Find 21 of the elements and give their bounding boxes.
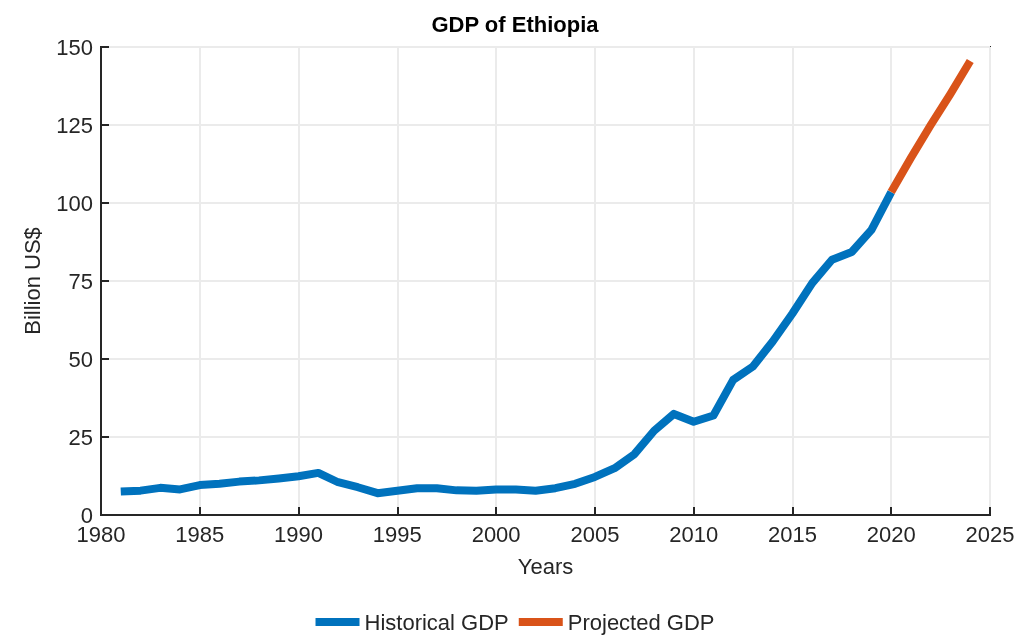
x-tick-label: 1985 <box>175 521 225 547</box>
y-tick-label: 75 <box>68 268 93 294</box>
x-axis-title: Years <box>517 553 574 579</box>
x-tick-label: 2010 <box>669 521 719 547</box>
y-tick-label: 50 <box>68 346 93 372</box>
x-tick-label: 2025 <box>965 521 1015 547</box>
y-tick-label: 100 <box>56 190 93 216</box>
x-tick-label: 2000 <box>471 521 521 547</box>
y-axis-title: Billion US$ <box>19 227 45 335</box>
legend-label: Historical GDP <box>364 609 509 635</box>
y-tick-label: 25 <box>68 424 93 450</box>
x-tick-label: 2005 <box>570 521 620 547</box>
x-tick-label: 2020 <box>866 521 916 547</box>
chart-title: GDP of Ethiopia <box>431 11 600 37</box>
y-tick-label: 0 <box>80 502 93 528</box>
x-tick-label: 1990 <box>274 521 324 547</box>
x-tick-label: 2015 <box>767 521 817 547</box>
y-tick-label: 150 <box>56 34 93 60</box>
y-tick-label: 125 <box>56 112 93 138</box>
x-tick-label: 1995 <box>372 521 422 547</box>
legend-label: Projected GDP <box>567 609 715 635</box>
